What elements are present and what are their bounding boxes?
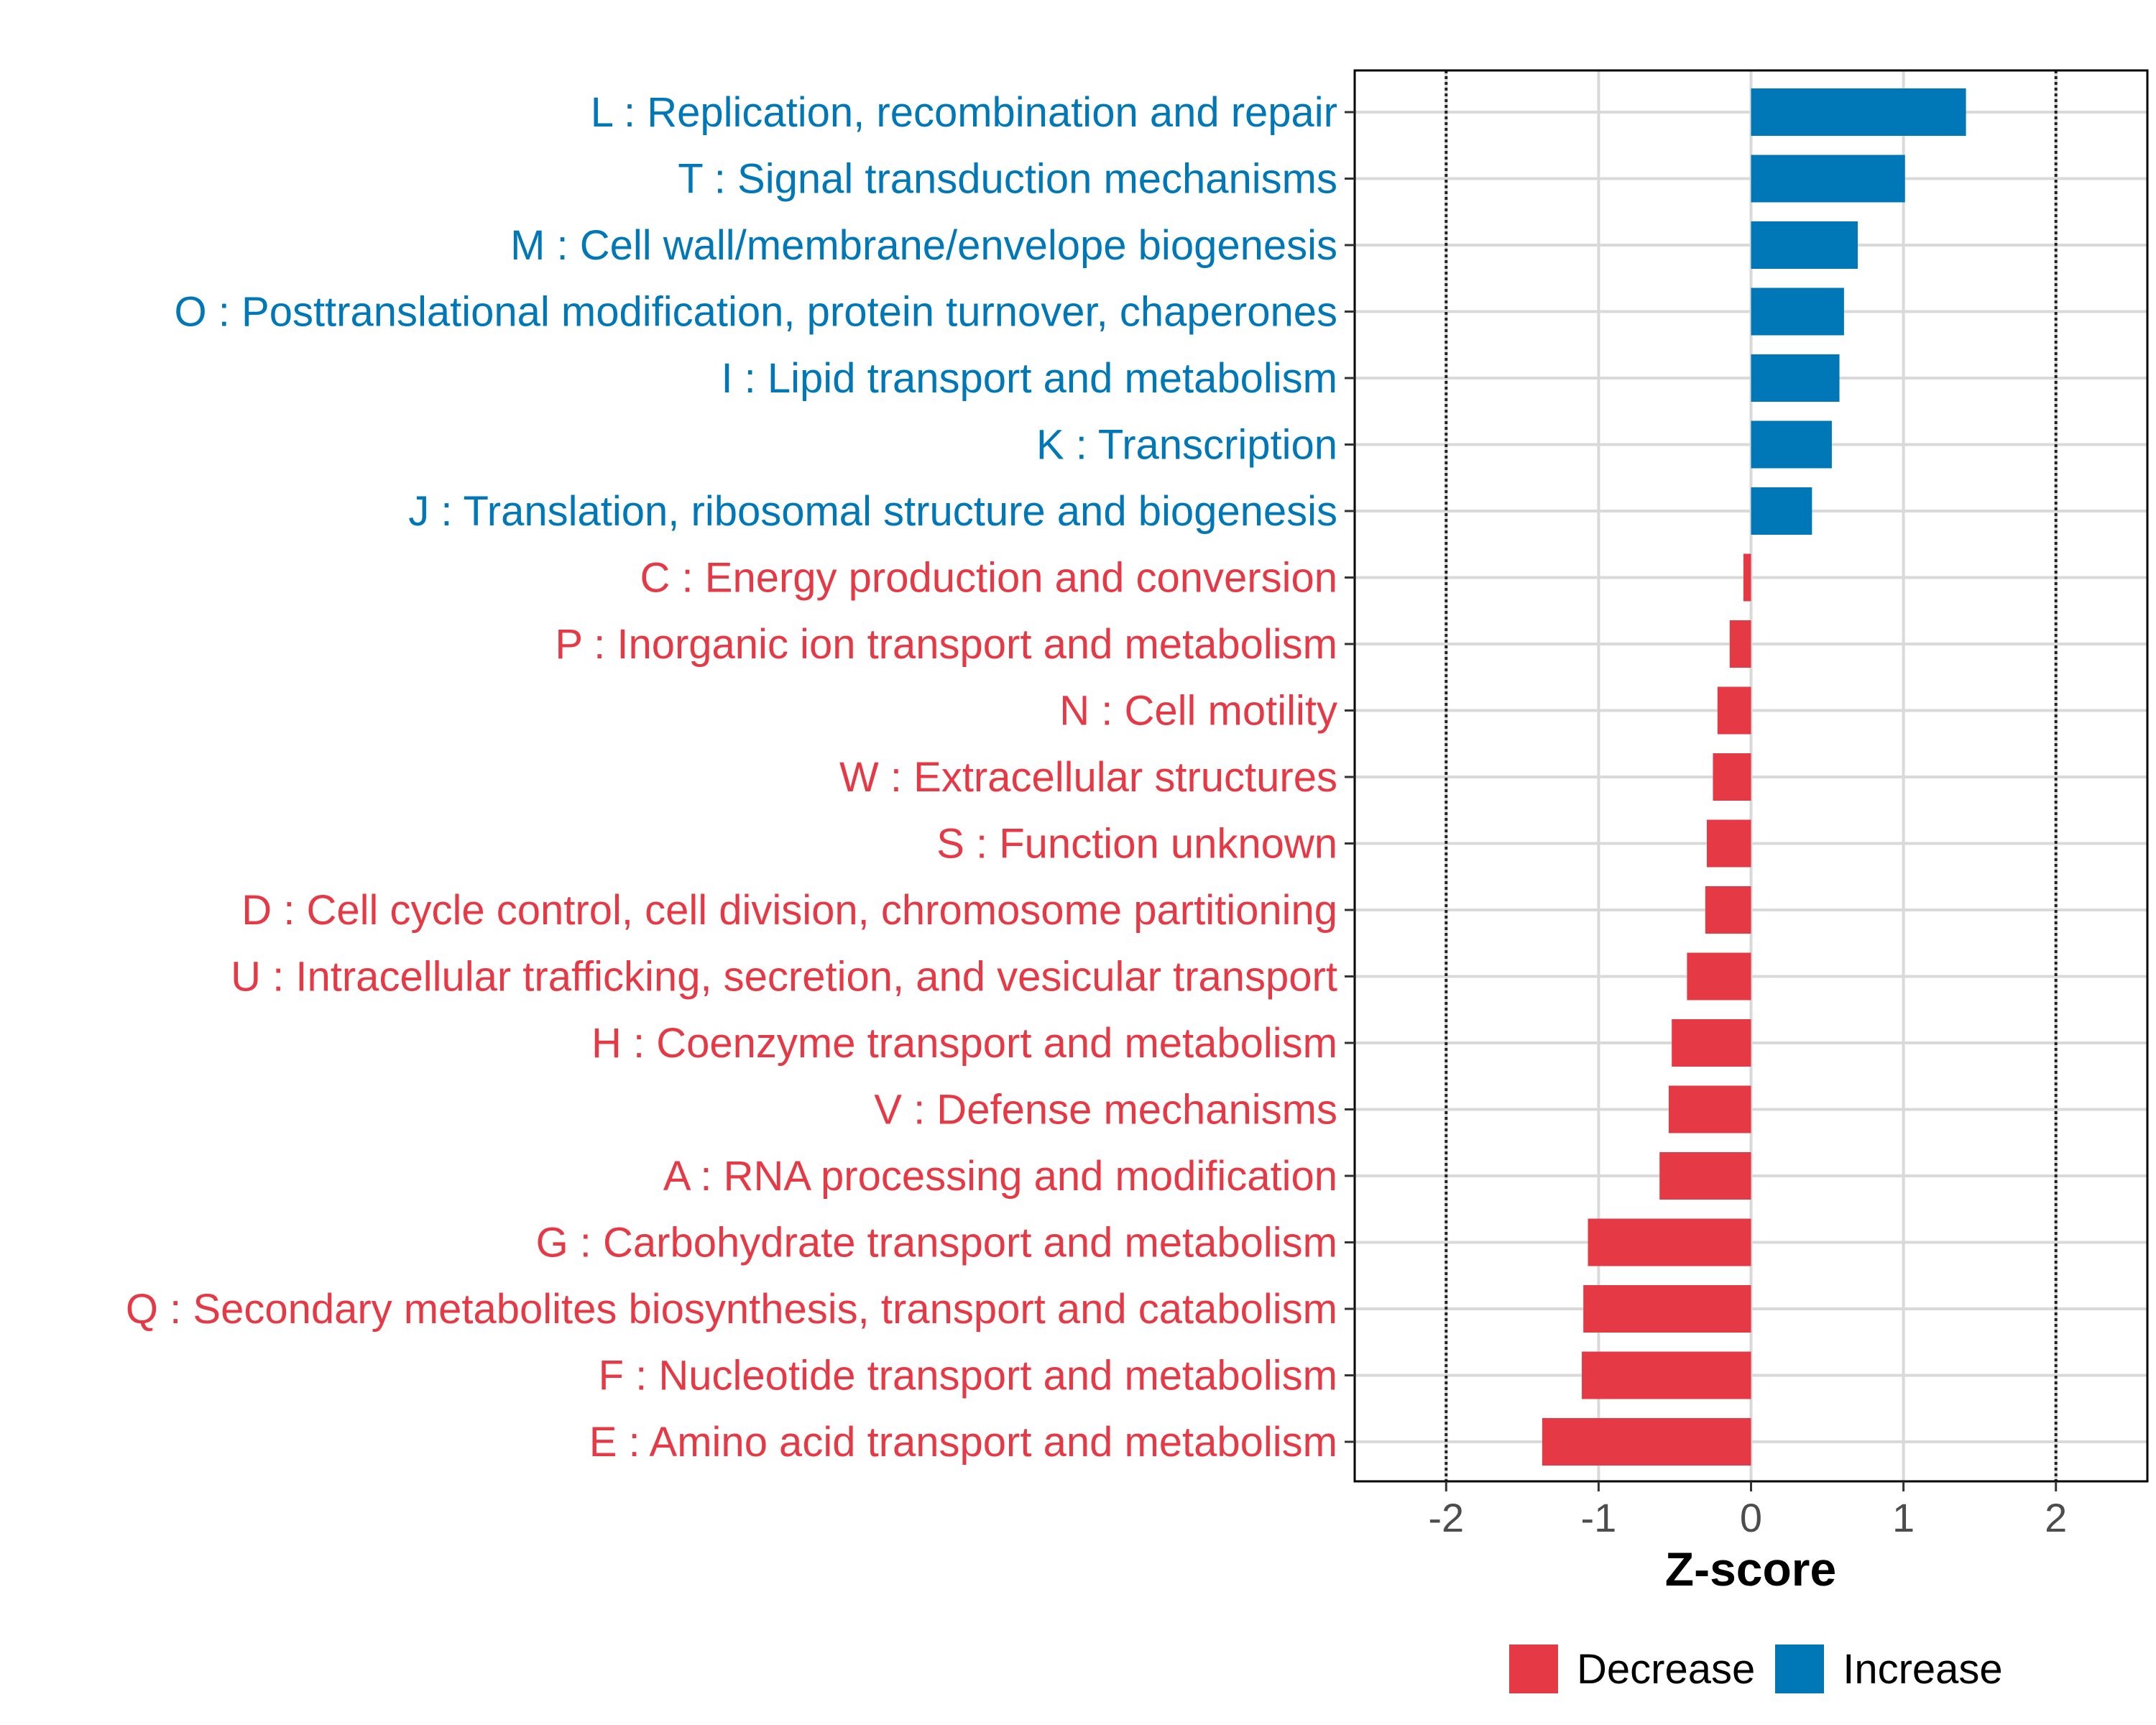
y-axis: L : Replication, recombination and repai…	[126, 89, 1355, 1466]
y-tick-label: D : Cell cycle control, cell division, c…	[241, 887, 1337, 934]
bar	[1729, 620, 1751, 668]
bars-layer	[1542, 88, 1966, 1466]
y-tick-label: U : Intracellular trafficking, secretion…	[231, 954, 1337, 1000]
y-tick-label: A : RNA processing and modification	[663, 1153, 1337, 1200]
y-tick-label: I : Lipid transport and metabolism	[721, 355, 1337, 402]
bar	[1705, 886, 1751, 934]
bar	[1717, 686, 1751, 735]
x-tick-label: 1	[1892, 1495, 1915, 1540]
bar	[1668, 1085, 1751, 1133]
bar	[1743, 553, 1751, 602]
bar	[1582, 1351, 1751, 1399]
y-tick-label: O : Posttranslational modification, prot…	[175, 289, 1337, 336]
legend-label-decrease: Decrease	[1577, 1645, 1756, 1693]
bar	[1588, 1218, 1751, 1266]
y-tick-label: F : Nucleotide transport and metabolism	[599, 1353, 1337, 1399]
x-axis-title: Z-score	[1665, 1542, 1836, 1596]
y-tick-label: L : Replication, recombination and repai…	[591, 89, 1337, 136]
bar	[1542, 1418, 1751, 1466]
legend-item-decrease: Decrease	[1509, 1644, 1755, 1693]
legend-key-increase	[1775, 1644, 1825, 1693]
bar	[1751, 354, 1840, 402]
bar	[1659, 1152, 1751, 1200]
y-tick-label: H : Coenzyme transport and metabolism	[591, 1020, 1337, 1067]
reference-lines	[1445, 70, 2058, 1481]
y-tick-label: E : Amino acid transport and metabolism	[589, 1419, 1337, 1466]
bar	[1706, 819, 1751, 868]
bar	[1751, 221, 1858, 269]
bar	[1672, 1019, 1751, 1067]
legend: Decrease Increase	[1509, 1644, 2023, 1693]
y-tick-label: V : Defense mechanisms	[874, 1087, 1337, 1133]
legend-key-decrease	[1509, 1644, 1558, 1693]
x-tick-label: -2	[1428, 1495, 1464, 1540]
y-tick-label: W : Extracellular structures	[839, 754, 1337, 801]
x-tick-label: 0	[1740, 1495, 1762, 1540]
bar	[1751, 487, 1812, 535]
bar	[1713, 753, 1751, 801]
x-tick-label: 2	[2045, 1495, 2067, 1540]
bar	[1751, 288, 1844, 336]
y-tick-label: G : Carbohydrate transport and metabolis…	[536, 1220, 1337, 1266]
legend-item-increase: Increase	[1775, 1644, 2003, 1693]
y-tick-label: C : Energy production and conversion	[640, 555, 1337, 602]
bar	[1751, 88, 1966, 136]
y-tick-label: Q : Secondary metabolites biosynthesis, …	[126, 1286, 1337, 1333]
y-tick-label: S : Function unknown	[936, 821, 1337, 868]
bar	[1687, 952, 1751, 1000]
y-tick-label: N : Cell motility	[1059, 688, 1337, 735]
x-axis: -2 -1 0 1 2	[1428, 1481, 2067, 1540]
y-tick-label: T : Signal transduction mechanisms	[678, 156, 1337, 203]
y-tick-label: K : Transcription	[1036, 422, 1337, 469]
y-tick-label: M : Cell wall/membrane/envelope biogenes…	[510, 222, 1337, 269]
bar	[1751, 155, 1905, 203]
y-tick-label: J : Translation, ribosomal structure and…	[408, 488, 1337, 535]
y-tick-label: P : Inorganic ion transport and metaboli…	[555, 621, 1337, 668]
bar	[1751, 420, 1832, 469]
bar	[1583, 1285, 1751, 1333]
legend-label-increase: Increase	[1843, 1645, 2003, 1693]
x-tick-label: -1	[1580, 1495, 1616, 1540]
